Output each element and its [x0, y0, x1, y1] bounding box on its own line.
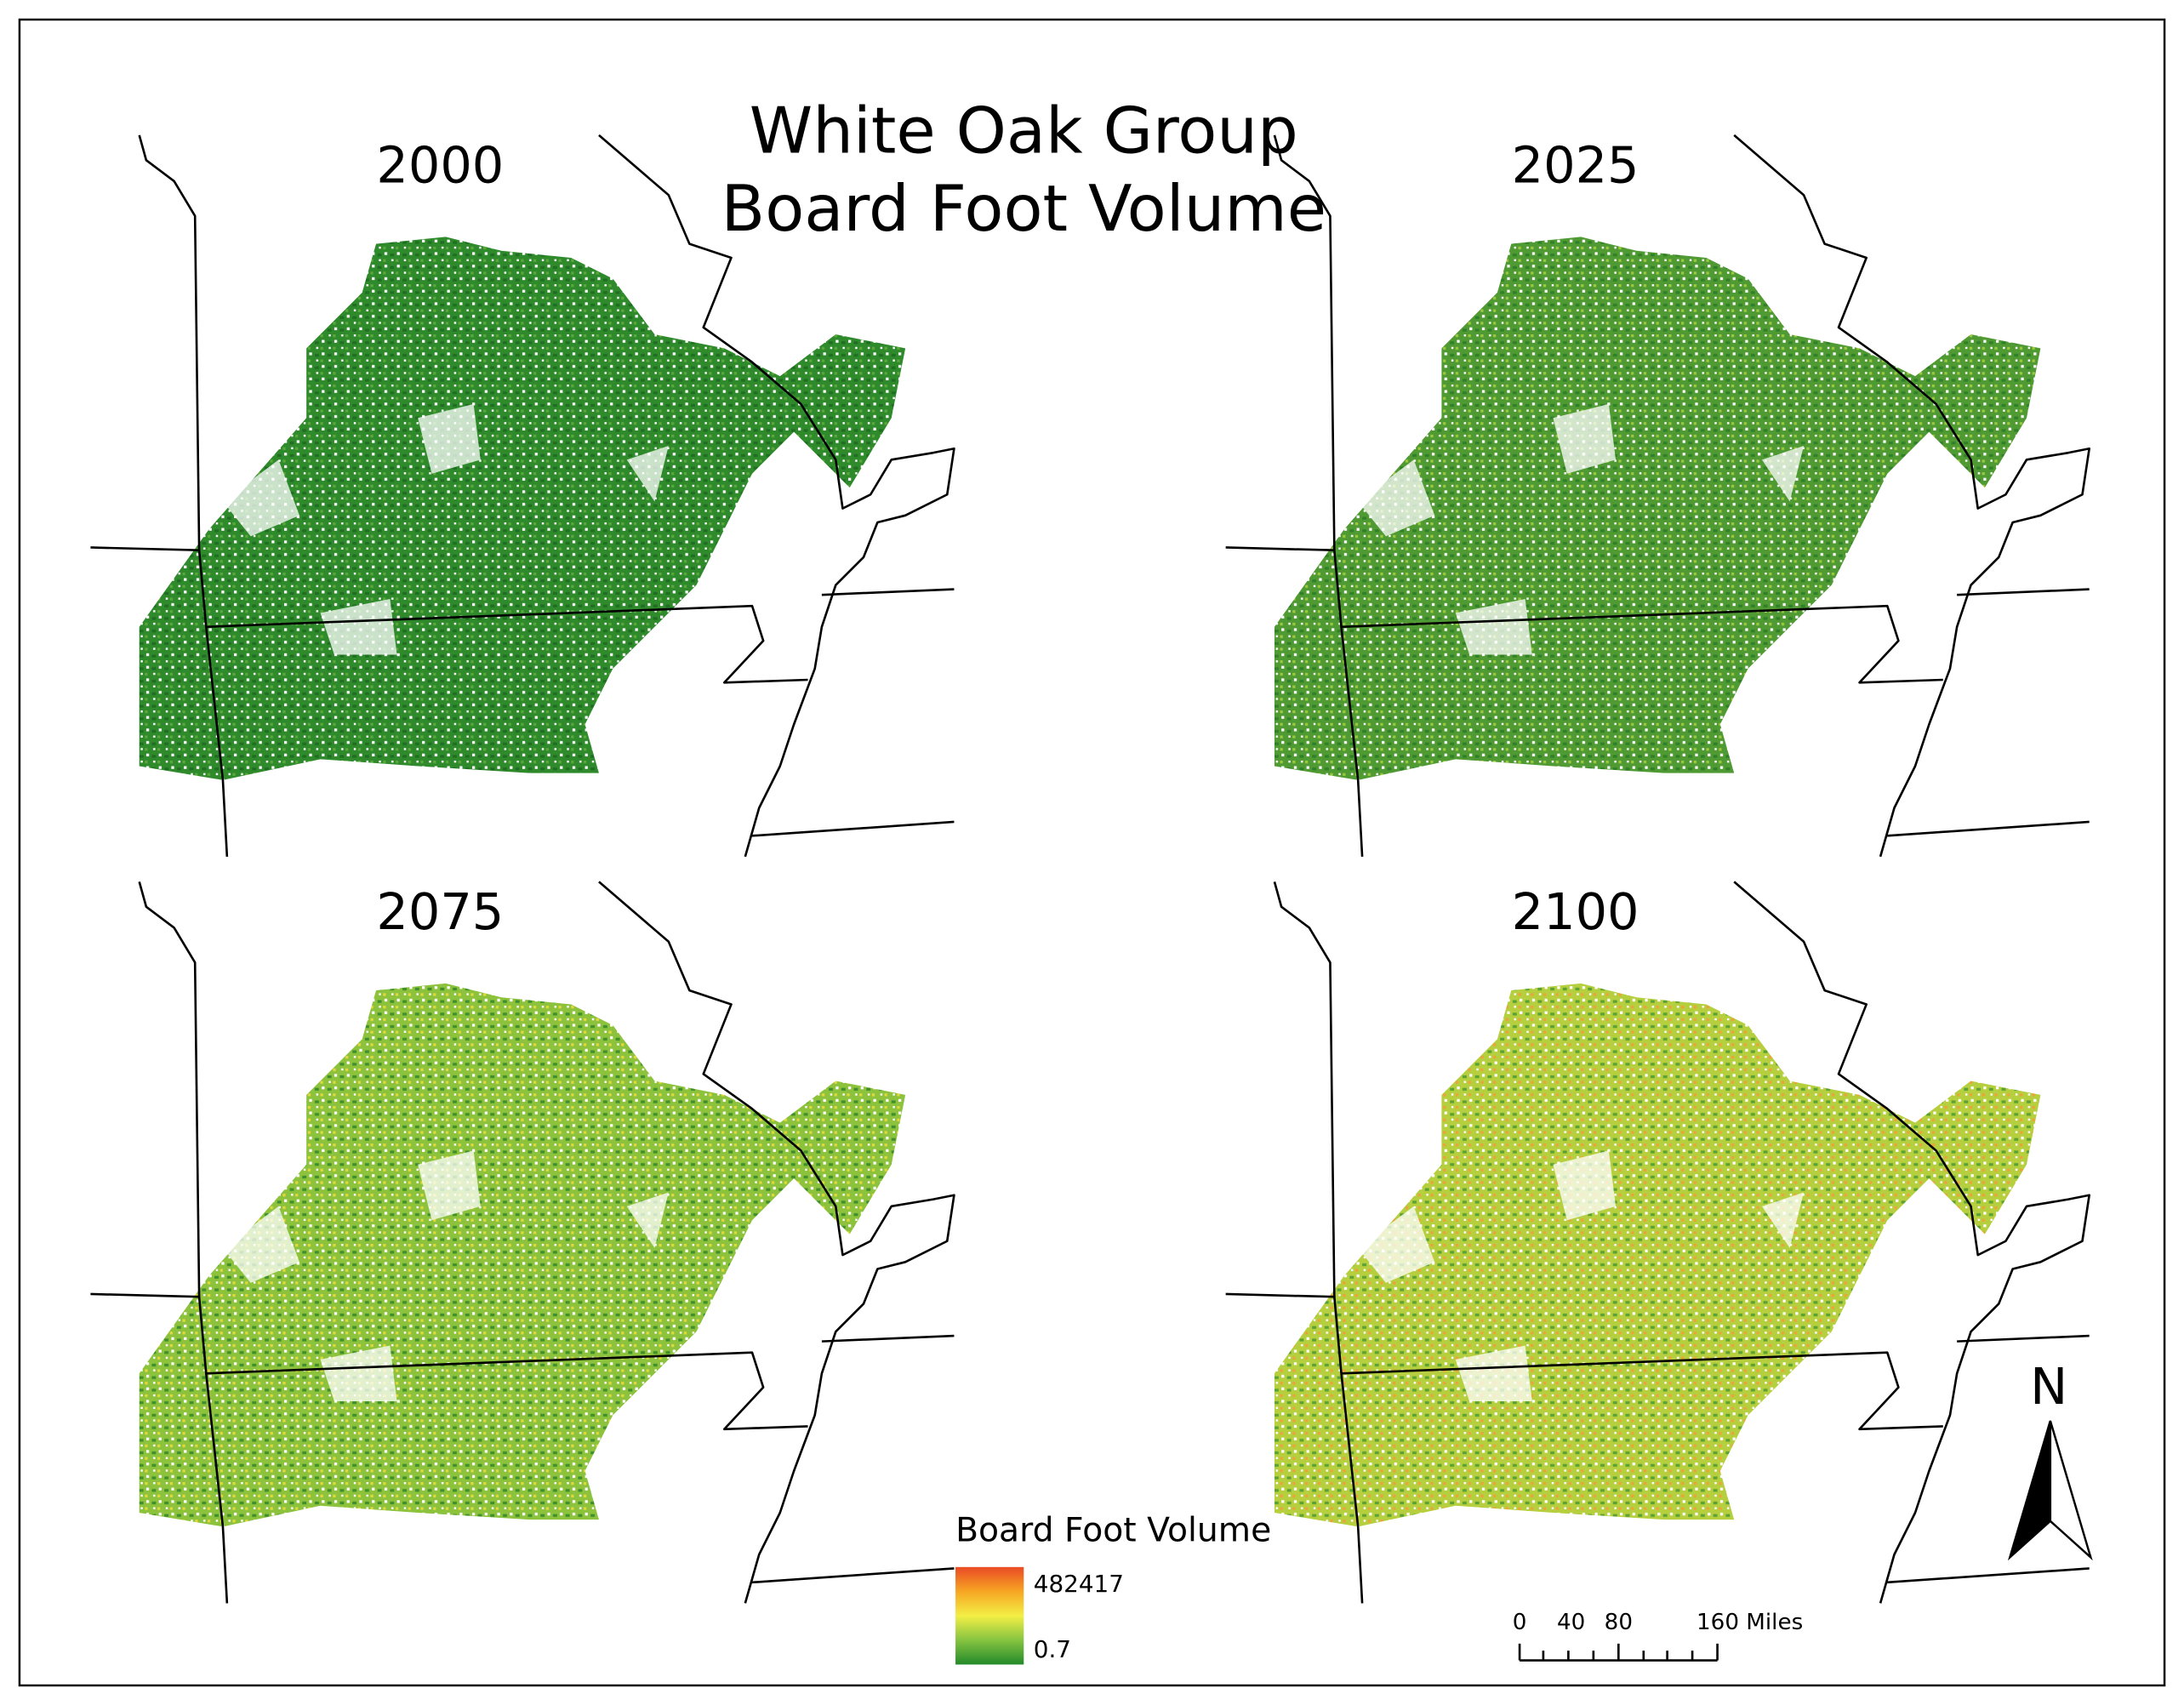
- panel-label: 2075: [376, 882, 504, 941]
- boundary-line: [206, 604, 808, 684]
- legend-max: 482417: [1034, 1570, 1124, 1598]
- boundary-line: [1341, 1351, 1943, 1431]
- map-panel: 2075: [90, 881, 955, 1604]
- legend: Board Foot Volume 482417 0.7: [955, 1511, 1271, 1665]
- panel-label: 2000: [376, 135, 504, 194]
- boundary-line: [1273, 881, 1364, 1604]
- scale-ticks: [1518, 1643, 1719, 1662]
- boundary-line: [1733, 881, 2090, 1604]
- boundary-line: [1225, 1292, 1335, 1298]
- boundary-line: [1957, 1334, 2090, 1343]
- legend-min: 0.7: [1034, 1635, 1071, 1663]
- boundary-line: [1887, 820, 2090, 837]
- boundary-line: [90, 546, 200, 552]
- scale-label: 80: [1605, 1610, 1633, 1635]
- boundary-line: [206, 1351, 808, 1431]
- boundary-line: [138, 134, 229, 857]
- boundary-line: [598, 881, 955, 1604]
- scale-label: 40: [1557, 1610, 1585, 1635]
- boundary-line: [598, 134, 955, 858]
- boundary-line: [751, 1567, 955, 1584]
- north-arrow: N: [2007, 1357, 2093, 1561]
- map-panel: 2025: [1225, 134, 2090, 858]
- boundary-line: [821, 588, 955, 596]
- scale-label: 160 Miles: [1696, 1610, 1803, 1635]
- title-line: Board Foot Volume: [721, 171, 1327, 246]
- title-line: White Oak Group: [750, 93, 1298, 168]
- boundary-line: [1957, 588, 2090, 596]
- boundary-line: [821, 1334, 955, 1343]
- map-panel: 2100: [1225, 881, 2090, 1604]
- sparse-area: [1358, 1150, 1805, 1402]
- scale-label: 0: [1513, 1610, 1527, 1635]
- forest-region: [139, 237, 906, 780]
- panel-label: 2100: [1512, 882, 1639, 941]
- map-panel: 2000: [90, 134, 955, 858]
- scale-bar: 0 40 80 160 Miles: [1513, 1610, 1803, 1662]
- legend-ramp: [955, 1566, 1024, 1665]
- boundary-line: [1273, 134, 1364, 857]
- arrow-right: [2049, 1420, 2093, 1561]
- panels: 2000 2025 2075 2100: [90, 134, 2090, 1604]
- boundary-line: [138, 881, 229, 1604]
- boundary-line: [1887, 1567, 2090, 1584]
- boundary-line: [1341, 604, 1943, 684]
- north-label: N: [2030, 1357, 2067, 1416]
- legend-title: Board Foot Volume: [955, 1511, 1271, 1549]
- sparse-area: [222, 403, 669, 655]
- panel-label: 2025: [1512, 135, 1639, 194]
- boundary-line: [751, 820, 955, 837]
- sparse-area: [222, 1150, 669, 1402]
- forest-region: [139, 983, 906, 1527]
- boundary-line: [90, 1292, 200, 1298]
- sparse-area: [1358, 403, 1805, 655]
- boundary-line: [1225, 546, 1335, 552]
- boundary-line: [1733, 134, 2090, 858]
